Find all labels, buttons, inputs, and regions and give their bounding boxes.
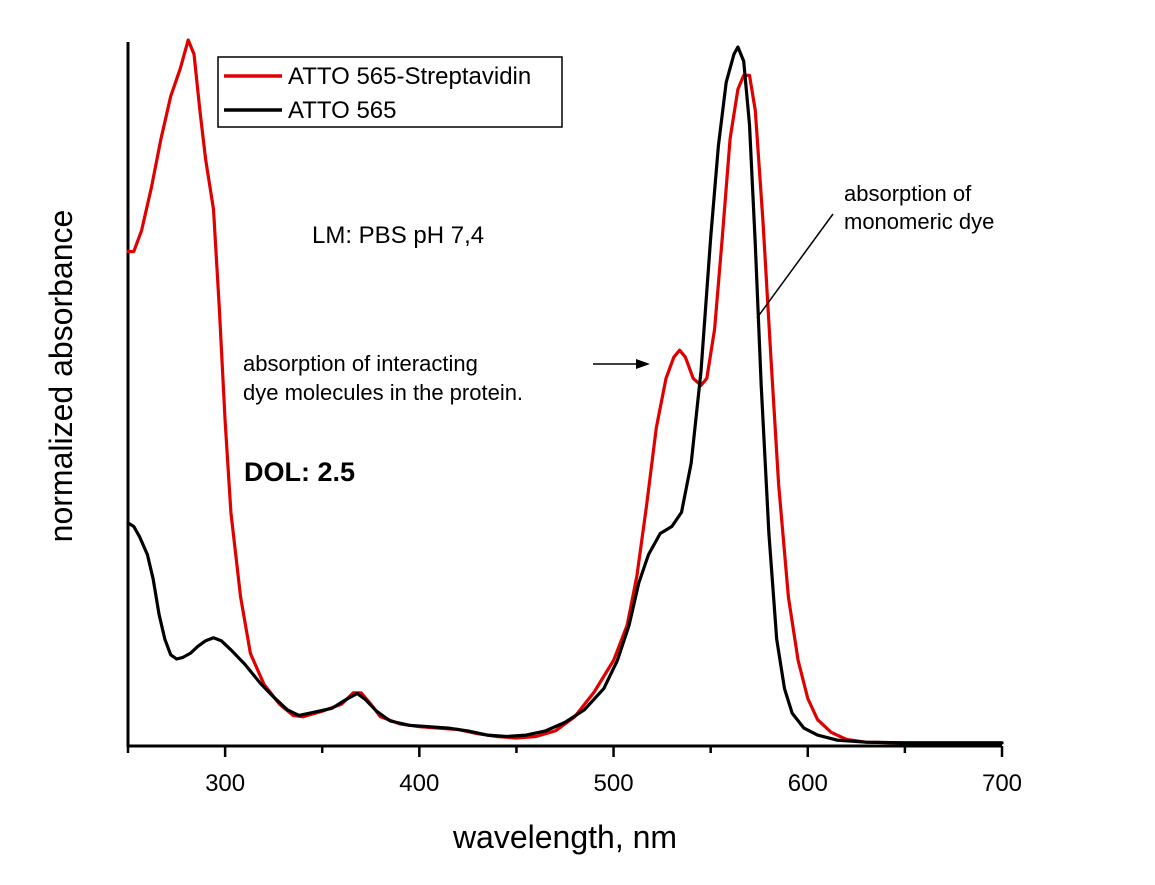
annotation-interacting-line-1: absorption of interacting (243, 351, 478, 376)
annotation-interacting-line-2: dye molecules in the protein. (243, 380, 523, 405)
annotation-monomeric-leader (756, 213, 834, 319)
x-tick-label-600: 600 (788, 770, 828, 797)
legend-box (217, 56, 563, 128)
series-line-0 (126, 38, 1004, 745)
legend-label-series-1: ATTO 565 (288, 97, 397, 124)
x-tick-labels: 300 400 500 600 700 (205, 770, 1022, 797)
series-layer (126, 38, 1004, 745)
axes (126, 42, 1002, 748)
y-axis-title: normalized absorbance (43, 210, 79, 543)
x-axis-title: wavelength, nm (452, 819, 677, 855)
x-tick-label-300: 300 (205, 770, 245, 797)
series-line-1 (126, 45, 1004, 745)
x-tick-label-400: 400 (399, 770, 439, 797)
annotation-dol: DOL: 2.5 (244, 457, 355, 487)
annotation-interacting-arrowhead (636, 359, 650, 369)
x-ticks (126, 746, 1004, 757)
annotation-monomeric-line-1: absorption of (844, 181, 972, 206)
annotations: absorption of monomeric dye absorption o… (243, 181, 994, 487)
legend-label-series-0: ATTO 565-Streptavidin (288, 63, 531, 90)
x-tick-label-500: 500 (594, 770, 634, 797)
legend: ATTO 565-Streptavidin ATTO 565 (217, 56, 563, 128)
annotation-monomeric-line-2: monomeric dye (844, 209, 994, 234)
annotation-solvent: LM: PBS pH 7,4 (312, 222, 484, 249)
x-tick-label-700: 700 (982, 770, 1022, 797)
